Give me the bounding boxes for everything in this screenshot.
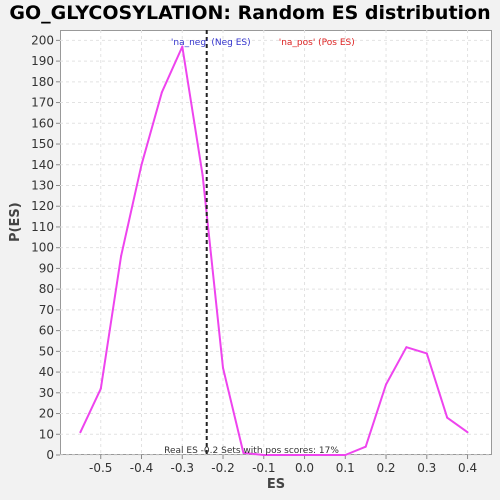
x-axis-title: ES xyxy=(266,477,286,492)
data-point xyxy=(242,451,245,454)
annotation-label: Real ES -0.2 Sets with pos scores: 17% xyxy=(164,446,339,456)
plot-area xyxy=(60,30,492,455)
data-point xyxy=(222,366,225,369)
x-tick-label: -0.2 xyxy=(211,461,234,475)
series-line xyxy=(79,45,469,456)
x-tick-label: -0.3 xyxy=(171,461,194,475)
y-tick-label: 160 xyxy=(31,116,54,130)
y-axis-title: P(ES) xyxy=(8,202,23,242)
data-point xyxy=(262,454,265,456)
y-tick-label: 100 xyxy=(31,241,54,255)
y-tick-label: 140 xyxy=(31,158,54,172)
x-tick-label: 0.2 xyxy=(376,461,395,475)
data-point xyxy=(79,431,82,434)
x-tick-label: 0.3 xyxy=(417,461,436,475)
data-point xyxy=(466,431,469,434)
chart-title: GO_GLYCOSYLATION: Random ES distribution xyxy=(9,2,491,24)
y-tick-label: 120 xyxy=(31,199,54,213)
data-point xyxy=(364,445,367,448)
y-tick-label: 150 xyxy=(31,137,54,151)
y-tick-label: 0 xyxy=(46,448,54,462)
y-tick-label: 50 xyxy=(39,344,54,358)
x-tick-label: 0.4 xyxy=(458,461,477,475)
data-point xyxy=(323,454,326,456)
x-tick-label: -0.5 xyxy=(89,461,112,475)
x-tick-label: 0.1 xyxy=(336,461,355,475)
y-tick-label: 190 xyxy=(31,54,54,68)
data-point xyxy=(446,416,449,419)
y-tick-label: 70 xyxy=(39,303,54,317)
data-point xyxy=(181,45,184,48)
y-tick-label: 170 xyxy=(31,96,54,110)
x-tick-label: -0.4 xyxy=(130,461,153,475)
y-tick-label: 90 xyxy=(39,261,54,275)
data-point xyxy=(344,454,347,456)
data-point xyxy=(405,346,408,349)
y-tick-label: 60 xyxy=(39,324,54,338)
data-point xyxy=(425,352,428,355)
y-tick-label: 40 xyxy=(39,365,54,379)
data-point xyxy=(283,454,286,456)
data-point xyxy=(160,91,163,94)
legend-label: 'na_neg' (Neg ES) xyxy=(171,38,251,48)
y-tick-label: 80 xyxy=(39,282,54,296)
y-tick-label: 180 xyxy=(31,75,54,89)
y-tick-label: 30 xyxy=(39,386,54,400)
data-point xyxy=(303,454,306,456)
y-tick-label: 10 xyxy=(39,427,54,441)
data-point xyxy=(99,387,102,390)
data-point xyxy=(201,174,204,177)
x-tick-label: -0.1 xyxy=(252,461,275,475)
data-point xyxy=(140,163,143,166)
x-tick-label: 0.0 xyxy=(295,461,314,475)
y-tick-label: 20 xyxy=(39,407,54,421)
y-tick-label: 130 xyxy=(31,178,54,192)
y-tick-label: 110 xyxy=(31,220,54,234)
data-point xyxy=(385,383,388,386)
y-tick-label: 200 xyxy=(31,33,54,47)
data-point xyxy=(120,254,123,257)
legend-label: 'na_pos' (Pos ES) xyxy=(279,38,355,48)
